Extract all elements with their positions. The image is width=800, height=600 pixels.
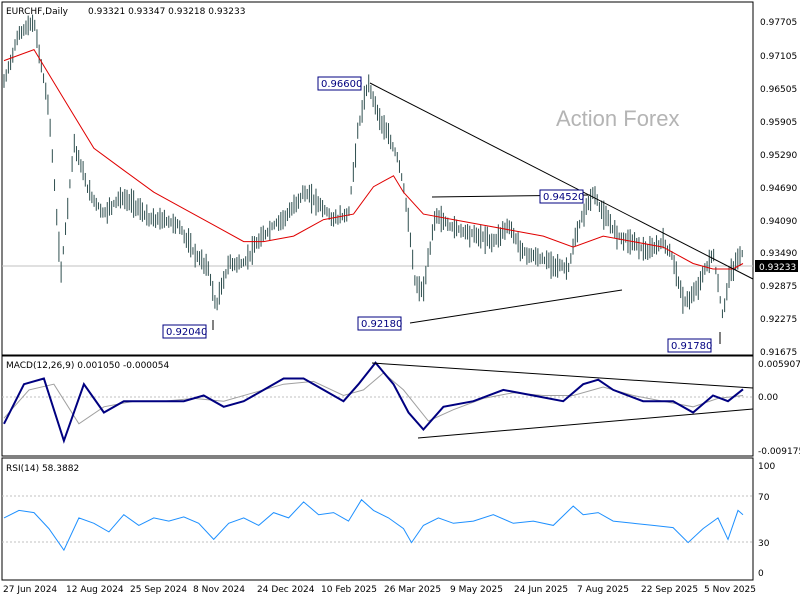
macd-y-axis: 0.005907 0.00 -0.009175	[758, 360, 800, 457]
x-tick-label: 26 Mar 2025	[384, 585, 441, 595]
price-title: EURCHF,Daily	[6, 7, 69, 17]
x-tick-label: 24 Dec 2024	[257, 585, 315, 595]
y-tick-label: 0	[758, 569, 764, 579]
y-tick-label: 0.005907	[758, 360, 800, 370]
watermark: Action Forex	[556, 106, 680, 131]
macd-trendline-bottom	[417, 408, 754, 439]
x-tick-label: 24 Jun 2025	[514, 585, 568, 595]
annotation-box	[162, 324, 207, 339]
x-axis: 27 Jun 2024 12 Aug 2024 25 Sep 2024 8 No…	[3, 585, 756, 595]
macd-lines	[3, 361, 744, 444]
y-tick-label: 0.00	[758, 393, 778, 403]
y-tick-label: 0.96505	[760, 85, 797, 95]
x-tick-label: 25 Sep 2024	[130, 585, 187, 595]
macd-trendline-top	[371, 362, 754, 389]
y-tick-label: 0.93490	[760, 249, 797, 259]
price-trendlines	[212, 82, 754, 344]
rsi-series-line	[3, 498, 744, 552]
y-tick-label: 0.91675	[760, 348, 797, 358]
y-tick-label: 0.94690	[760, 184, 797, 194]
annotation-text: 0.92040	[166, 327, 207, 338]
macd-title: MACD(12,26,9) 0.001050 -0.000054	[6, 361, 169, 371]
moving-average	[3, 48, 744, 270]
annotation-0.92040: 0.92040	[162, 324, 207, 339]
current-price-badge	[755, 260, 798, 272]
y-tick-label: 0.92275	[760, 315, 797, 325]
rsi-line	[3, 498, 744, 552]
x-tick-label: 27 Jun 2024	[3, 585, 57, 595]
ma-line	[3, 48, 744, 270]
macd-main-line	[3, 361, 744, 444]
annotation-text: 0.92180	[361, 319, 402, 330]
current-price-text: 0.93233	[759, 263, 796, 273]
y-tick-label: 30	[758, 539, 770, 549]
annotation-text: 0.94520	[543, 192, 584, 203]
rsi-panel-frame	[1, 457, 754, 581]
y-tick-label: 0.94090	[760, 217, 797, 227]
y-tick-label: -0.009175	[758, 447, 800, 457]
y-tick-label: 0.92875	[760, 282, 797, 292]
annotation-0.92180: 0.92180	[357, 316, 402, 331]
annotation-box	[539, 189, 584, 204]
x-tick-label: 8 Nov 2024	[193, 585, 245, 595]
y-tick-label: 0.95905	[760, 118, 797, 128]
annotation-text: 0.96600	[321, 79, 362, 90]
y-tick-label: 0.97705	[760, 18, 797, 28]
price-y-axis: 0.97705 0.97105 0.96505 0.95905 0.95290 …	[760, 18, 797, 358]
annotation-text: 0.91780	[671, 341, 712, 352]
x-tick-label: 22 Sep 2025	[641, 585, 698, 595]
x-tick-label: 7 Aug 2025	[577, 585, 629, 595]
macd-panel-frame	[1, 355, 754, 457]
y-tick-label: 100	[758, 462, 775, 472]
y-tick-label: 0.95290	[760, 151, 797, 161]
x-tick-label: 12 Aug 2024	[66, 585, 124, 595]
up-trendline	[409, 289, 623, 324]
annotation-0.94520: 0.94520	[539, 189, 584, 204]
annotation-box	[317, 76, 362, 91]
annotation-box	[667, 338, 712, 353]
annotation-box	[357, 316, 402, 331]
x-tick-label: 9 May 2025	[450, 585, 503, 595]
price-ohlc: 0.93321 0.93347 0.93218 0.93233	[88, 7, 245, 17]
x-tick-label: 10 Feb 2025	[321, 585, 377, 595]
y-tick-label: 0.97105	[760, 52, 797, 62]
price-bars	[3, 14, 743, 319]
y-tick-label: 70	[758, 493, 770, 503]
price-panel-frame	[1, 1, 754, 356]
rsi-y-axis: 100 70 30 0	[758, 462, 775, 579]
x-tick-label: 5 Nov 2025	[704, 585, 756, 595]
down-trendline	[369, 82, 754, 280]
annotation-0.96600: 0.96600	[317, 76, 362, 91]
annotation-0.91780: 0.91780	[667, 338, 712, 353]
rsi-title: RSI(14) 58.3882	[6, 464, 79, 474]
